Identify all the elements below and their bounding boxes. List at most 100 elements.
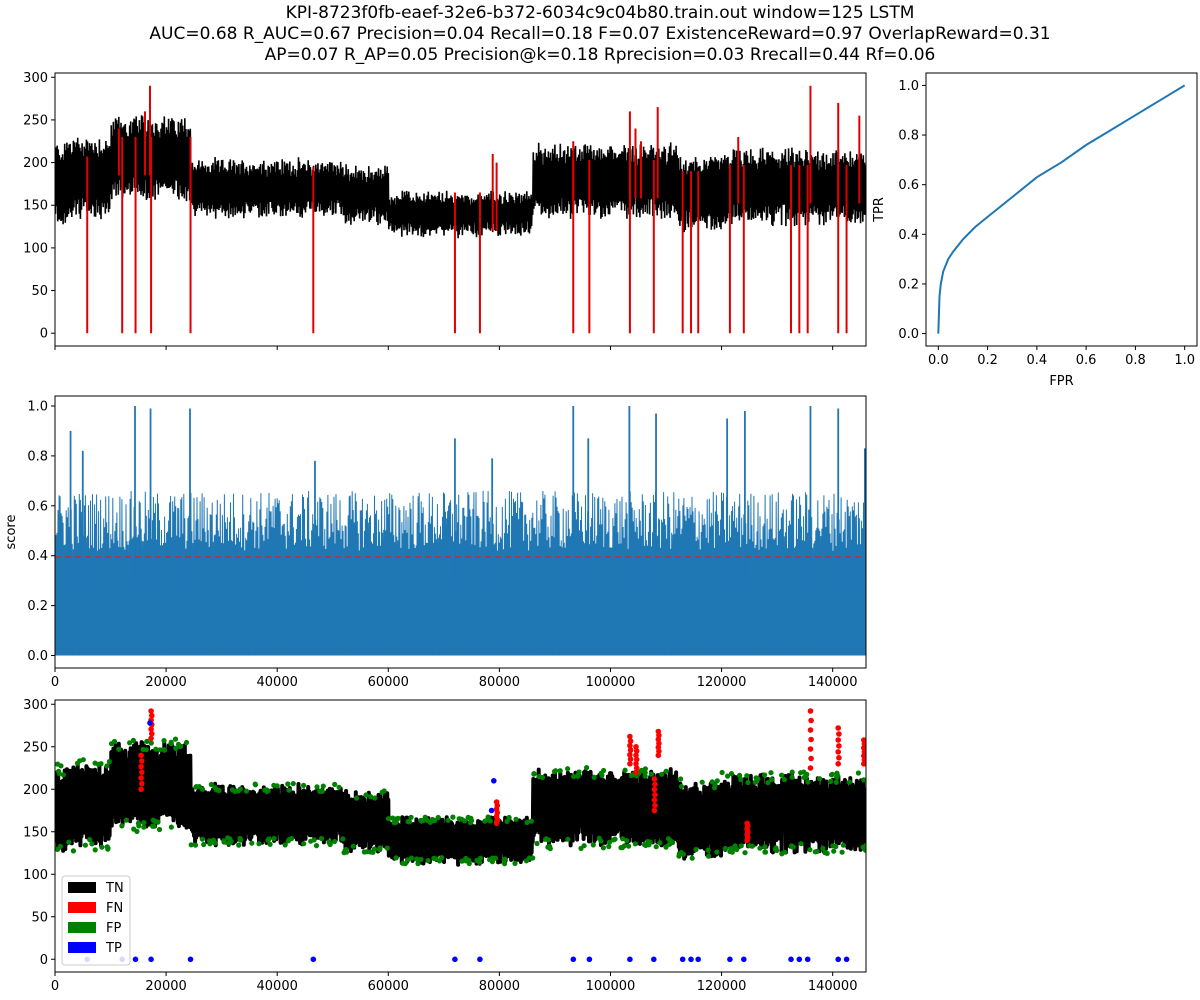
fp-point: [725, 773, 731, 779]
fn-point: [807, 746, 814, 752]
y-tick-label: 0.6: [27, 499, 48, 514]
fp-point: [680, 851, 686, 857]
fp-point: [252, 782, 259, 788]
fn-point: [493, 799, 500, 805]
tp-point: [835, 956, 841, 963]
y-tick-label: 0.0: [27, 649, 48, 664]
fp-point: [762, 849, 769, 855]
fn-point: [835, 749, 841, 755]
fp-point: [393, 855, 399, 861]
fp-point: [757, 845, 763, 851]
fp-point: [134, 828, 140, 835]
y-tick-label: 100: [23, 241, 48, 256]
tp-point: [310, 956, 317, 963]
fp-point: [678, 783, 685, 790]
fp-point: [266, 836, 272, 842]
fp-point: [601, 767, 607, 774]
x-tick-label: 1.0: [1174, 353, 1195, 368]
figure-title: KPI-8723f0fb-eaef-32e6-b372-6034c9c04b80…: [149, 3, 1050, 65]
fp-point: [459, 858, 465, 864]
tp-point: [477, 956, 483, 963]
fp-point: [368, 794, 374, 800]
fp-point: [313, 843, 320, 849]
fp-point: [119, 823, 125, 829]
fp-point: [502, 861, 508, 867]
fn-point: [627, 738, 634, 744]
y-tick-label: 1.0: [27, 399, 48, 414]
fp-point: [745, 779, 751, 786]
fn-point: [627, 751, 633, 758]
classification-data: [55, 708, 866, 963]
fp-point: [487, 857, 493, 863]
fn-point: [633, 752, 639, 759]
x-tick-label: 0.0: [928, 353, 949, 368]
fp-point: [340, 836, 346, 842]
x-tick-label: 0.8: [1125, 353, 1146, 368]
fn-point: [807, 708, 814, 714]
fp-point: [590, 842, 596, 848]
fp-point: [92, 847, 98, 853]
y-tick-label: 300: [23, 698, 48, 713]
y-tick-label: 200: [23, 783, 48, 798]
fp-point: [742, 850, 748, 856]
x-tick-label: 0.2: [977, 353, 998, 368]
fp-point: [381, 788, 387, 794]
y-tick-label: 50: [31, 910, 48, 925]
x-tick-label: 40000: [257, 979, 298, 994]
fp-point: [547, 846, 553, 852]
fp-point: [624, 838, 630, 844]
fp-point: [789, 774, 795, 780]
fp-point: [435, 814, 441, 821]
tp-point: [796, 956, 803, 963]
x-tick-label: 20000: [145, 675, 186, 690]
fp-point: [249, 840, 255, 846]
fp-point: [188, 842, 194, 848]
axes-frame: [54, 72, 867, 347]
fp-point: [657, 840, 663, 846]
fp-point: [779, 772, 785, 778]
fp-point: [714, 778, 720, 784]
fn-point: [861, 749, 866, 755]
fp-point: [622, 767, 628, 773]
fp-point: [504, 818, 510, 825]
fp-point: [238, 837, 244, 843]
x-tick-label: 0.4: [1027, 353, 1048, 368]
fn-point: [836, 755, 842, 761]
fp-point: [228, 839, 234, 845]
fn-point: [835, 725, 841, 731]
fn-point: [633, 748, 640, 754]
axes-frame: [925, 72, 1198, 347]
fp-point: [327, 841, 333, 848]
fn-point: [861, 737, 866, 743]
legend-swatch: [68, 942, 96, 953]
fn-point: [655, 728, 662, 735]
fp-point: [405, 818, 411, 825]
fp-point: [705, 853, 712, 859]
legend-label: FN: [106, 901, 123, 916]
fp-point: [600, 845, 607, 851]
x-tick-label: 120000: [697, 675, 747, 690]
score-axis-label: score: [4, 515, 19, 550]
fp-point: [414, 856, 420, 862]
fp-point: [502, 856, 508, 862]
fn-point: [744, 820, 750, 827]
fn-point: [807, 765, 814, 771]
tp-point: [651, 956, 657, 963]
fp-point: [711, 785, 718, 791]
fn-point: [808, 717, 814, 724]
fp-point: [855, 770, 862, 776]
fp-point: [311, 837, 317, 843]
fp-point: [402, 861, 408, 867]
y-tick-label: 0: [40, 327, 48, 342]
fp-point: [104, 844, 110, 850]
fp-point: [370, 849, 376, 855]
y-tick-label: 0.2: [27, 599, 48, 614]
fp-point: [372, 795, 378, 801]
tp-point: [788, 956, 794, 963]
fp-point: [789, 844, 796, 850]
fp-point: [482, 818, 488, 824]
fp-point: [92, 760, 98, 766]
fp-point: [828, 778, 834, 785]
fn-point: [138, 763, 144, 770]
fp-point: [175, 741, 182, 747]
